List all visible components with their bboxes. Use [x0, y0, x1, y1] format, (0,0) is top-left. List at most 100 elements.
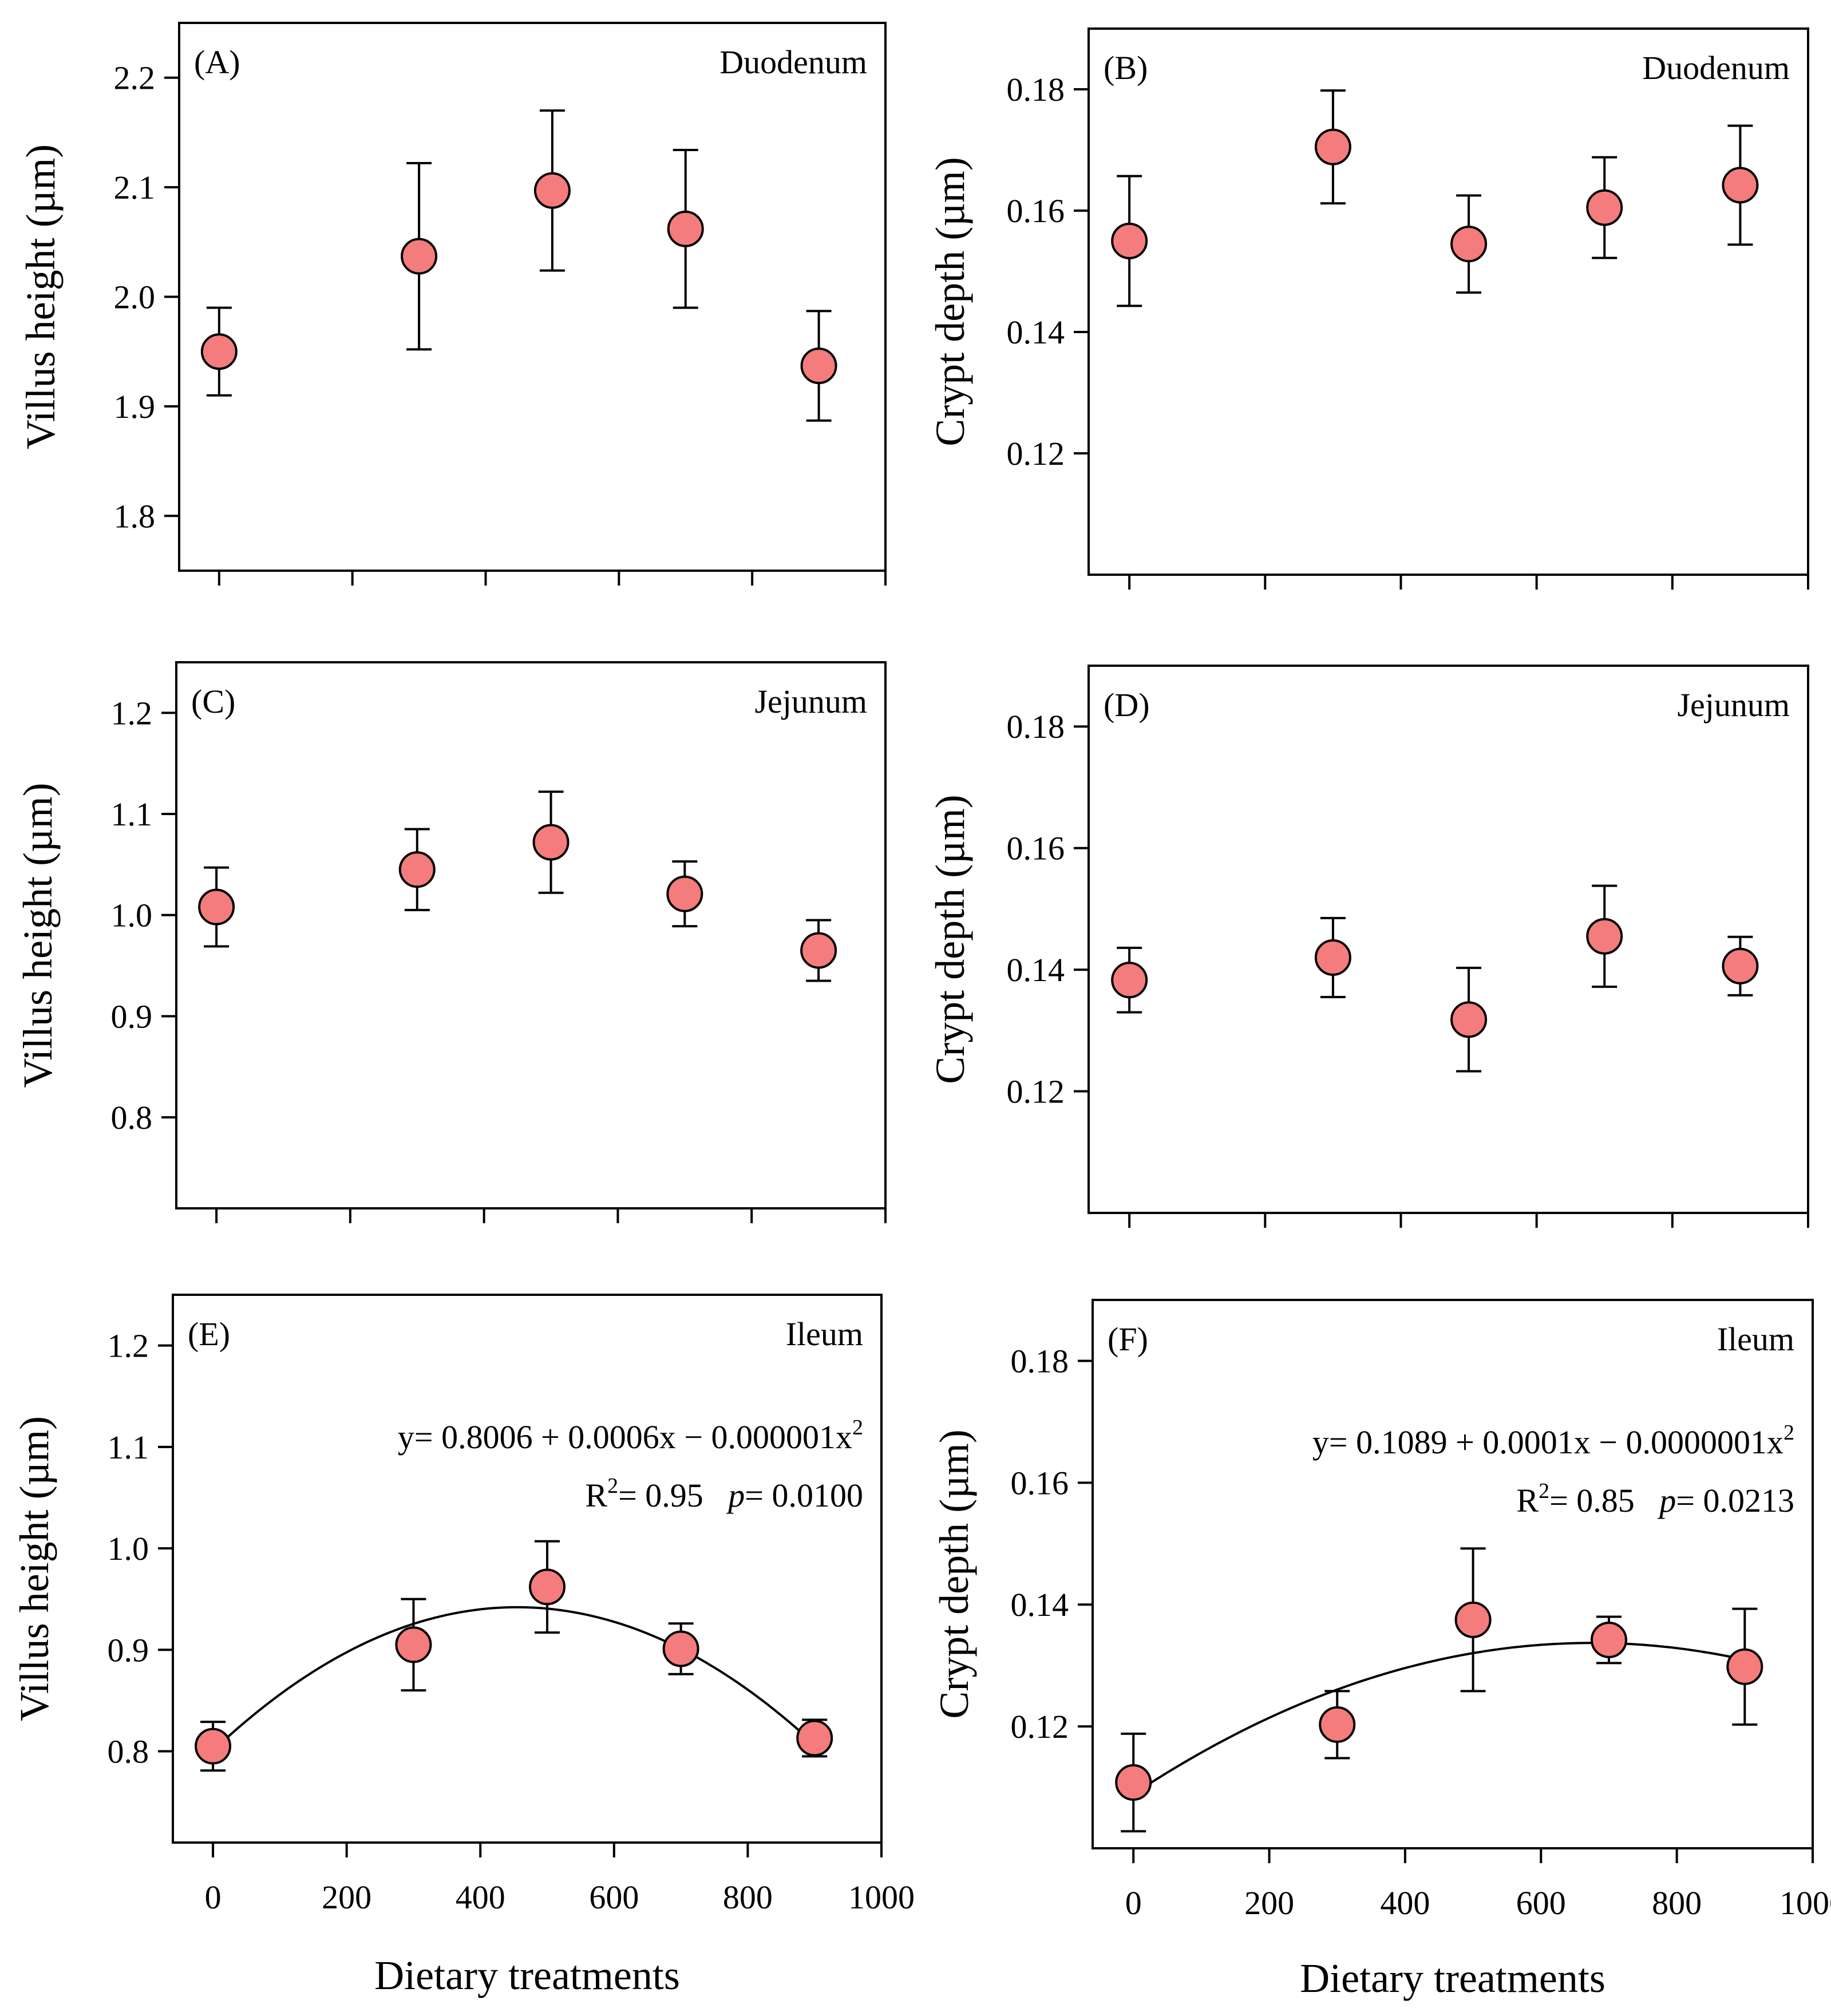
panel-a: 1.8 1.9 2.0 2.1 2.2 Villus height (µm) (A) Duod…	[18, 22, 887, 586]
y-tick-label: 1.0	[108, 1530, 149, 1567]
equation-exponent: 2	[1783, 1421, 1794, 1445]
p-value: = 0.0100	[745, 1477, 863, 1514]
y-tick-label: 0.18	[1007, 708, 1065, 745]
data-point	[1111, 962, 1148, 999]
p-symbol: p	[726, 1477, 745, 1514]
y-tick-label: 0.16	[1011, 1464, 1069, 1501]
x-tick-label: 600	[589, 1879, 639, 1916]
y-tick-label: 0.12	[1007, 1073, 1065, 1110]
panel-label: (B)	[1104, 49, 1148, 86]
data-point	[529, 1568, 566, 1606]
y-tick-label: 2.2	[114, 60, 156, 97]
y-tick-label: 0.14	[1007, 314, 1065, 351]
data-point	[796, 1719, 833, 1757]
y-tick-label: 1.8	[114, 497, 156, 535]
data-point	[532, 824, 570, 861]
data-point	[1586, 918, 1623, 955]
data-point	[1722, 167, 1759, 204]
x-axis-label-right: Dietary treatments	[1300, 1955, 1605, 2001]
data-point	[1454, 1601, 1492, 1638]
y-tick-label: 0.8	[111, 1099, 153, 1136]
y-tick-label: 0.14	[1011, 1586, 1069, 1623]
data-point	[1450, 226, 1488, 263]
data-point	[800, 347, 837, 385]
data-point	[195, 1728, 232, 1765]
y-axis-label: Villus height (µm)	[18, 144, 64, 449]
r2-gap	[1635, 1482, 1660, 1519]
plot-frame	[172, 1294, 883, 1844]
fit-curve	[212, 1606, 816, 1752]
r2-exponent: 2	[1539, 1479, 1549, 1503]
data-point	[200, 333, 238, 370]
y-tick-label: 0.12	[1011, 1708, 1069, 1745]
x-tick-label: 800	[723, 1879, 773, 1916]
regression-equation: y= 0.8006 + 0.0006x − 0.000001x2	[398, 1416, 863, 1456]
panel-label: (F)	[1108, 1321, 1148, 1358]
y-tick-label: 0.9	[108, 1631, 149, 1669]
x-tick-label: 1000	[848, 1879, 915, 1916]
plot-frame	[178, 22, 887, 572]
r2-symbol: R	[1516, 1482, 1539, 1519]
data-point	[401, 238, 438, 275]
y-axis-label: Crypt depth (µm)	[927, 157, 973, 446]
panel-label: (D)	[1104, 686, 1150, 724]
y-tick-label: 1.9	[114, 388, 156, 425]
x-tick-label: 200	[322, 1879, 371, 1916]
panel-c: 0.8 0.9 1.0 1.1 1.2 Villus height (µm) (C) Jeju…	[15, 661, 887, 1223]
region-label: Jejunum	[754, 683, 867, 720]
y-tick-label: 1.1	[108, 1429, 149, 1466]
data-point	[1450, 1001, 1488, 1038]
data-point	[1314, 128, 1351, 165]
x-tick-label: 400	[456, 1879, 505, 1916]
r2-value: = 0.95	[618, 1477, 703, 1514]
data-point	[395, 1626, 432, 1663]
data-point	[667, 210, 704, 247]
y-tick-label: 2.1	[114, 169, 156, 206]
plot-frame	[1087, 665, 1809, 1214]
region-label: Duodenum	[1642, 49, 1790, 86]
region-label: Ileum	[1717, 1321, 1794, 1358]
x-axis-label-left: Dietary treatments	[374, 1952, 680, 1998]
data-point	[1111, 223, 1148, 259]
y-tick-label: 0.8	[108, 1733, 149, 1770]
region-label: Jejunum	[1677, 686, 1790, 724]
y-tick-label: 0.9	[111, 998, 153, 1035]
region-label: Duodenum	[719, 44, 867, 81]
plot-frame	[175, 661, 887, 1209]
x-tick-label: 0	[205, 1879, 222, 1916]
y-tick-label: 0.12	[1007, 435, 1065, 472]
data-point	[198, 888, 235, 926]
panel-label: (A)	[194, 44, 240, 81]
y-tick-label: 0.18	[1011, 1342, 1069, 1379]
equation-exponent: 2	[852, 1416, 863, 1440]
region-label: Ileum	[786, 1315, 863, 1353]
data-point	[666, 875, 703, 912]
panel-label: (E)	[188, 1315, 230, 1353]
y-tick-label: 1.0	[111, 897, 153, 934]
panel-e: 0.8 0.9 1.0 1.1 1.2 0 200 400 600 800 1000 Villus h…	[11, 1294, 915, 1916]
data-point	[1590, 1621, 1627, 1658]
y-axis-label: Villus height (µm)	[15, 782, 61, 1088]
r2-symbol: R	[585, 1477, 607, 1514]
x-tick-label: 600	[1516, 1884, 1566, 1922]
data-point	[662, 1630, 699, 1667]
data-point	[533, 172, 571, 209]
data-point	[1722, 947, 1759, 985]
data-point	[800, 932, 837, 969]
plot-frame	[1092, 1299, 1814, 1849]
fit-curve	[1133, 1642, 1745, 1795]
x-tick-label: 0	[1125, 1884, 1142, 1922]
plot-frame	[1087, 27, 1809, 576]
regression-equation: y= 0.1089 + 0.0001x − 0.0000001x2	[1312, 1421, 1794, 1461]
equation-body: y= 0.1089 + 0.0001x − 0.0000001x	[1312, 1424, 1783, 1461]
y-axis-label: Villus height (µm)	[11, 1416, 57, 1721]
p-value: = 0.0213	[1676, 1482, 1794, 1519]
data-point	[1586, 189, 1623, 226]
panel-b: 0.12 0.14 0.16 0.18 Crypt depth (µm) (B) Duode…	[927, 27, 1809, 590]
r2-exponent: 2	[607, 1474, 618, 1498]
x-tick-label: 200	[1244, 1884, 1294, 1922]
r-squared-line: R2= 0.95 p= 0.0100	[585, 1474, 863, 1514]
y-axis-label: Crypt depth (µm)	[927, 794, 973, 1084]
panel-d: 0.12 0.14 0.16 0.18 Crypt depth (µm) (D) Jejun…	[927, 665, 1809, 1228]
y-tick-label: 0.16	[1007, 830, 1065, 867]
